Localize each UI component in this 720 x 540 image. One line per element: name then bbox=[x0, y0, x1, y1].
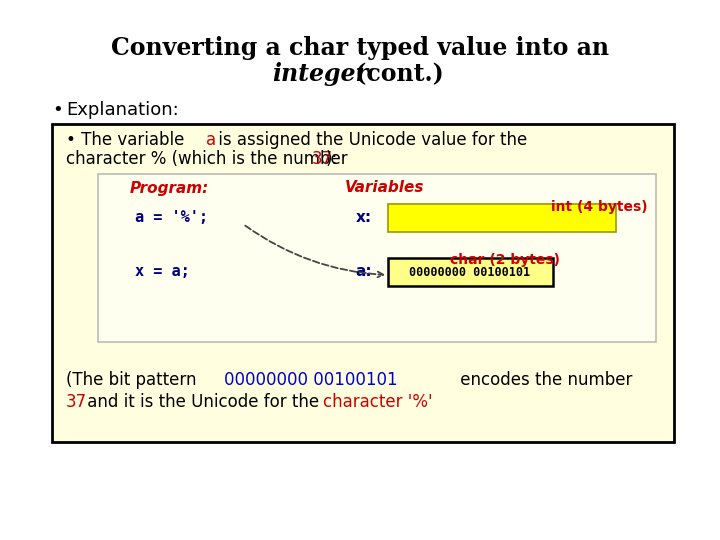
FancyBboxPatch shape bbox=[52, 124, 674, 442]
Text: char (2 bytes): char (2 bytes) bbox=[450, 253, 560, 267]
Text: 00000000 00100101: 00000000 00100101 bbox=[410, 266, 531, 279]
Text: a:: a: bbox=[356, 265, 372, 280]
Text: 37: 37 bbox=[66, 393, 87, 411]
Text: int (4 bytes): int (4 bytes) bbox=[552, 200, 648, 214]
Text: • The variable: • The variable bbox=[66, 131, 189, 149]
Text: x = a;: x = a; bbox=[135, 265, 190, 280]
Text: x:: x: bbox=[356, 211, 372, 226]
Text: Converting a char typed value into an: Converting a char typed value into an bbox=[111, 36, 609, 60]
Text: is assigned the Unicode value for the: is assigned the Unicode value for the bbox=[213, 131, 527, 149]
Text: character '%': character '%' bbox=[323, 393, 433, 411]
Text: and it is the Unicode for the: and it is the Unicode for the bbox=[82, 393, 325, 411]
Text: Explanation:: Explanation: bbox=[66, 101, 179, 119]
FancyBboxPatch shape bbox=[388, 258, 553, 286]
Text: Program:: Program: bbox=[130, 180, 210, 195]
Text: (The bit pattern: (The bit pattern bbox=[66, 371, 202, 389]
Text: integer: integer bbox=[272, 62, 368, 86]
Text: 00000000 00100101: 00000000 00100101 bbox=[224, 371, 397, 389]
Text: encodes the number: encodes the number bbox=[455, 371, 632, 389]
FancyBboxPatch shape bbox=[388, 204, 616, 232]
Text: 37: 37 bbox=[312, 150, 333, 168]
Text: a = '%';: a = '%'; bbox=[135, 211, 208, 226]
Text: •: • bbox=[52, 101, 63, 119]
Text: a: a bbox=[206, 131, 216, 149]
Text: (cont.): (cont.) bbox=[347, 62, 444, 86]
Text: Variables: Variables bbox=[345, 180, 425, 195]
FancyBboxPatch shape bbox=[98, 174, 656, 342]
Text: character % (which is the number: character % (which is the number bbox=[66, 150, 353, 168]
Text: ):: ): bbox=[326, 150, 338, 168]
